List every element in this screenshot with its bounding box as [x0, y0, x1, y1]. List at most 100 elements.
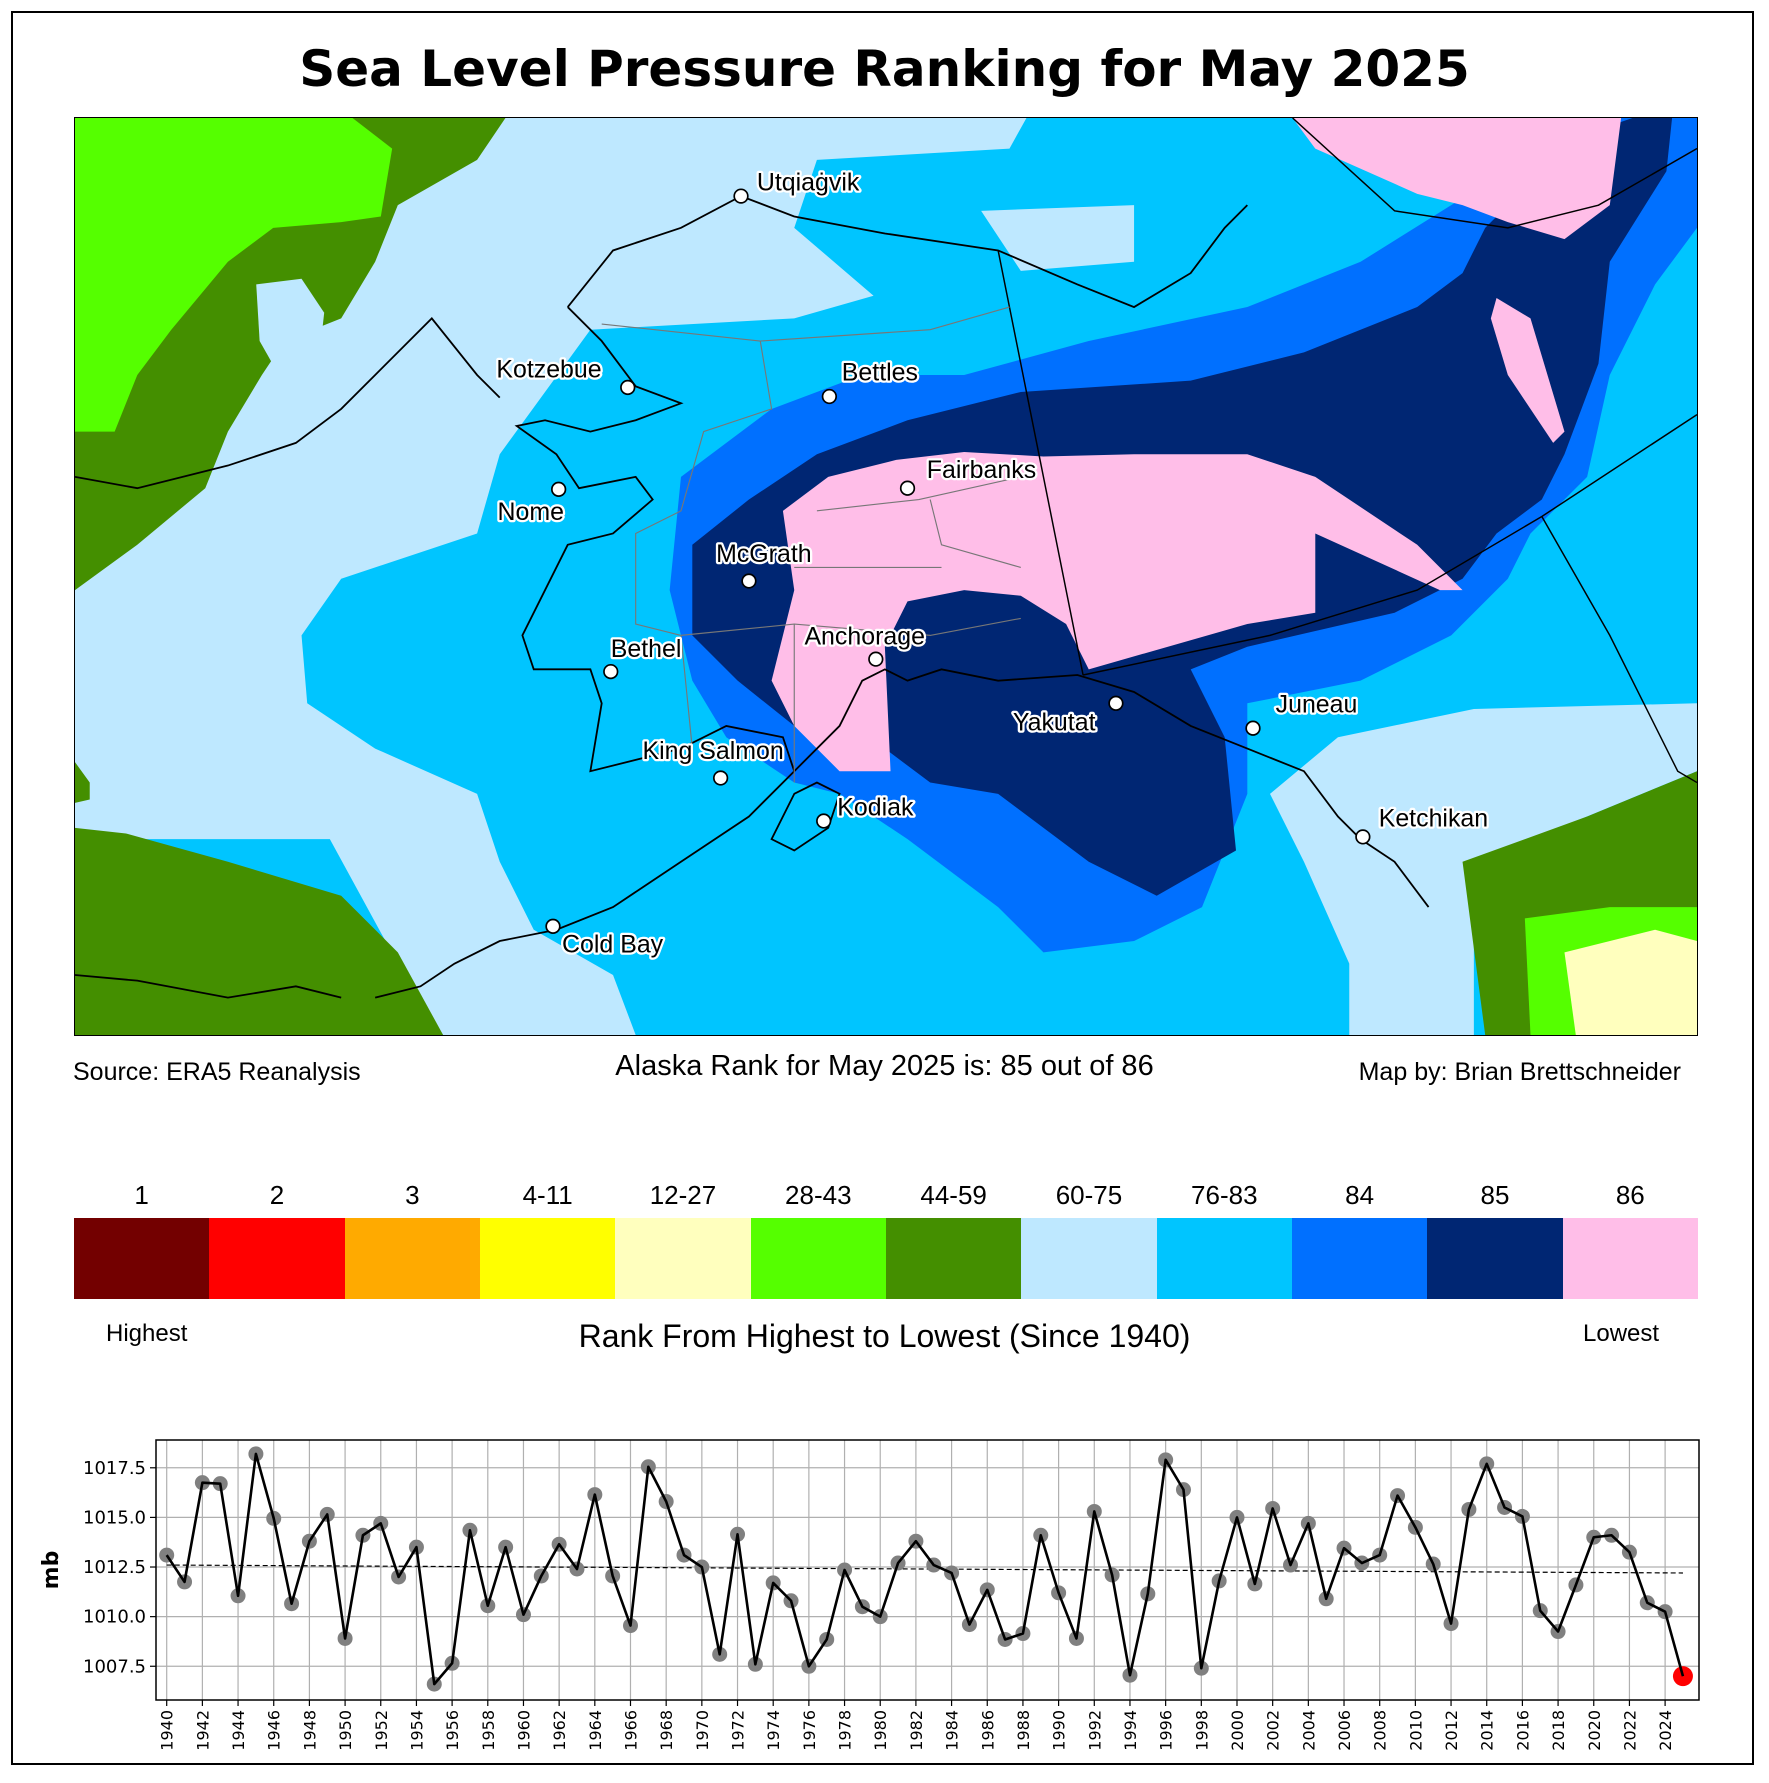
x-tick-label: 1960: [514, 1710, 533, 1751]
city-label: Kodiak: [837, 793, 914, 821]
x-tick-label: 1954: [407, 1710, 426, 1751]
borders: [997, 118, 1697, 784]
y-axis-label: mb: [39, 1551, 64, 1590]
rank-map: Utqiaġvik Kotzebue Bettles Nome Fairbank…: [74, 117, 1698, 1036]
x-tick-label: 1968: [657, 1710, 676, 1751]
x-tick-label: 1972: [729, 1710, 748, 1751]
x-tick-label: 2004: [1299, 1710, 1318, 1751]
city-label: Nome: [497, 498, 563, 526]
city-label: Bethel: [611, 635, 682, 663]
x-tick-label: 1984: [943, 1710, 962, 1751]
colorbar-swatch: [1562, 1218, 1698, 1299]
x-tick-label: 1974: [764, 1710, 783, 1751]
colorbar-swatch: [1021, 1218, 1157, 1299]
colorbar-label: 3: [405, 1180, 420, 1210]
city-ketchikan[interactable]: Ketchikan: [1355, 802, 1490, 845]
colorbar-label: 4-11: [522, 1180, 573, 1210]
city-label: Kotzebue: [496, 355, 601, 383]
series-line: [165, 1452, 1685, 1686]
lowest-label: Lowest: [1583, 1320, 1660, 1347]
x-tick-label: 1940: [158, 1710, 177, 1751]
x-tick-label: 2014: [1478, 1710, 1497, 1751]
city-label: Bettles: [842, 359, 918, 387]
colorbar-label: 85: [1480, 1180, 1510, 1210]
source-text: Source: ERA5 Reanalysis: [73, 1058, 361, 1086]
city-mcgrath[interactable]: McGrath: [714, 538, 814, 589]
x-tick-label: 2010: [1406, 1710, 1425, 1751]
credit-text: Map by: Brian Brettschneider: [1358, 1058, 1681, 1086]
x-tick-label: 1956: [443, 1710, 462, 1751]
city-label: McGrath: [716, 540, 812, 568]
region-60-75-southeast: [1269, 703, 1697, 1035]
x-tick-label: 1958: [479, 1710, 498, 1751]
city-utqiagvik[interactable]: Utqiaġvik: [733, 166, 862, 204]
x-tick-label: 1980: [871, 1710, 890, 1751]
x-tick-label: 2012: [1442, 1710, 1461, 1751]
coastlines: [75, 195, 1430, 999]
colorbar-label: 44-59: [920, 1180, 987, 1210]
y-tick-label: 1017.5: [83, 1458, 146, 1479]
region-44-59-southwest: [75, 827, 444, 1035]
city-bethel[interactable]: Bethel: [603, 633, 684, 680]
city-label: Anchorage: [804, 622, 925, 650]
boroughs: [601, 306, 1021, 783]
pressure-timeseries-chart: 1940 1942 1944 1946 1948 1950 1952 1954 1956 1958…: [39, 1439, 1700, 1751]
city-label: Cold Bay: [562, 930, 664, 958]
city-nome[interactable]: Nome: [495, 481, 567, 528]
x-tick-label: 1942: [193, 1710, 212, 1751]
colorbar-label: 1: [134, 1180, 149, 1210]
x-tick-label: 2000: [1228, 1710, 1247, 1751]
city-label: Juneau: [1276, 690, 1358, 718]
x-tick-label: 1978: [836, 1710, 855, 1751]
colorbar-label: 28-43: [785, 1180, 852, 1210]
x-tick-label: 1952: [372, 1710, 391, 1751]
region-86-streak: [1490, 298, 1565, 443]
region-60-75-pocket: [256, 278, 325, 375]
x-tick-label: 2002: [1264, 1710, 1283, 1751]
colorbar-swatch: [750, 1218, 886, 1299]
y-tick-label: 1012.5: [83, 1557, 146, 1578]
city-yakutat[interactable]: Yakutat: [1011, 695, 1124, 739]
city-fairbanks[interactable]: Fairbanks: [899, 454, 1038, 496]
colorbar-swatch: [479, 1218, 616, 1299]
city-label: Fairbanks: [927, 456, 1036, 484]
city-kotzebue[interactable]: Kotzebue: [494, 353, 636, 396]
city-cold-bay[interactable]: Cold Bay: [545, 918, 666, 961]
region-86-northeast: [1292, 118, 1622, 240]
x-tick-label: 1976: [800, 1710, 819, 1751]
colorbar-label: 60-75: [1055, 1180, 1123, 1210]
city-juneau[interactable]: Juneau: [1245, 688, 1360, 736]
y-tick-label: 1015.0: [83, 1507, 146, 1528]
x-tick-label: 1944: [229, 1710, 248, 1751]
page-title: Sea Level Pressure Ranking for May 2025: [299, 40, 1470, 98]
region-44-59-corner: [75, 762, 90, 803]
colorbar-labels: 1 2 3 4-11 12-27 28-43 44-59 60-75 76-83 84 85 86: [74, 1180, 1698, 1211]
colorbar-label: 86: [1615, 1180, 1645, 1210]
x-tick-label: 1962: [550, 1710, 569, 1751]
y-tick-label: 1007.5: [83, 1656, 146, 1677]
colorbar-swatch: [209, 1218, 345, 1299]
city-label: King Salmon: [642, 737, 783, 765]
x-tick-label: 1970: [693, 1710, 712, 1751]
x-tick-label: 2018: [1549, 1710, 1568, 1751]
x-tick-label: 2020: [1585, 1710, 1604, 1751]
x-tick-label: 1998: [1192, 1710, 1211, 1751]
city-bettles[interactable]: Bettles: [821, 356, 920, 405]
city-label: Yakutat: [1013, 708, 1096, 736]
colorbar-swatch: [1427, 1218, 1563, 1299]
city-label: Utqiaġvik: [757, 168, 860, 196]
city-king-salmon[interactable]: King Salmon: [640, 735, 786, 786]
city-anchorage[interactable]: Anchorage: [802, 620, 927, 667]
x-tick-label: 1966: [621, 1710, 640, 1751]
rank-statement: Alaska Rank for May 2025 is: 85 out of 8…: [615, 1050, 1154, 1082]
colorbar-swatch: [1156, 1218, 1292, 1299]
colorbar-label: 76-83: [1191, 1180, 1258, 1210]
plot-frame: [155, 1439, 1700, 1701]
x-tick-label: 2024: [1656, 1710, 1675, 1751]
x-tick-label: 2006: [1335, 1710, 1354, 1751]
city-kodiak[interactable]: Kodiak: [816, 791, 916, 829]
x-tick-label: 2022: [1620, 1710, 1639, 1751]
x-tick-label: 1988: [1014, 1710, 1033, 1751]
x-tick-label: 1990: [1050, 1710, 1069, 1751]
x-tick-label: 1946: [265, 1710, 284, 1751]
